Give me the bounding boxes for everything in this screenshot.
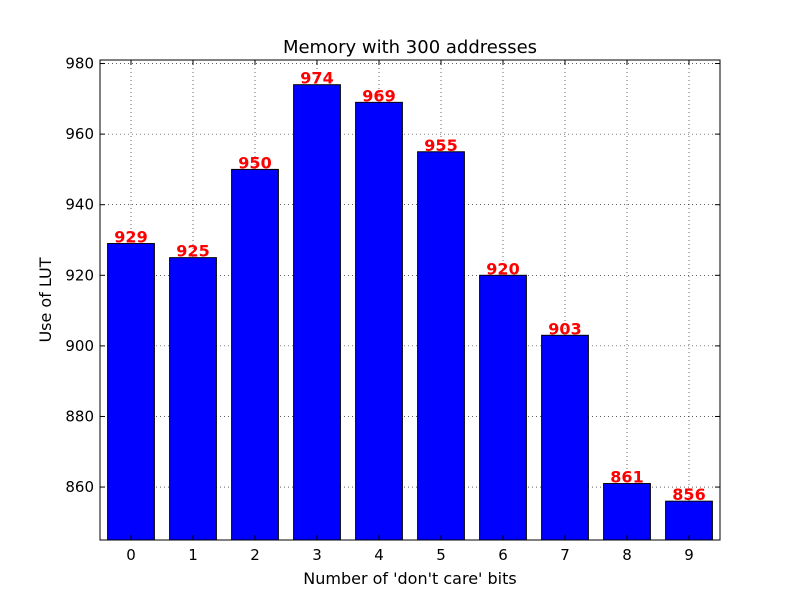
x-tick-label: 9 — [684, 546, 694, 564]
bar — [417, 151, 465, 541]
bar-value-label: 950 — [238, 153, 271, 172]
bars — [107, 84, 713, 541]
x-tick-label: 0 — [126, 546, 136, 564]
bar — [355, 101, 403, 541]
x-tick-label: 7 — [560, 546, 570, 564]
y-tick-label: 980 — [65, 55, 94, 73]
y-tick-label: 940 — [65, 196, 94, 214]
bar-value-label: 903 — [548, 319, 581, 338]
x-tick-label: 8 — [622, 546, 632, 564]
x-tick-label: 5 — [436, 546, 446, 564]
chart-title: Memory with 300 addresses — [283, 37, 537, 58]
bar-value-label: 861 — [610, 468, 643, 487]
bar-value-label: 969 — [362, 86, 395, 105]
y-tick-label: 920 — [65, 266, 94, 284]
bar — [665, 500, 713, 541]
x-tick-label: 4 — [374, 546, 384, 564]
bar-value-label: 955 — [424, 136, 457, 155]
bar-value-label: 856 — [672, 485, 705, 504]
y-tick-label: 860 — [65, 478, 94, 496]
bar — [169, 257, 217, 541]
bar-value-label: 929 — [114, 228, 147, 247]
bar-value-label: 974 — [300, 69, 333, 88]
bar — [107, 243, 155, 541]
bar-value-label: 925 — [176, 242, 209, 261]
data-labels: 929 925 950 974 969 955 920 903 861 856 — [114, 69, 705, 504]
bar — [231, 168, 279, 541]
axis-ticks: 860 880 900 920 940 960 980 0 1 2 3 4 5 6 7 8 9 — [65, 55, 720, 564]
x-tick-label: 6 — [498, 546, 508, 564]
bar-value-label: 920 — [486, 259, 519, 278]
y-tick-label: 880 — [65, 407, 94, 425]
plot-frame — [99, 59, 721, 541]
bar — [479, 274, 527, 541]
bar — [603, 483, 651, 541]
x-tick-label: 3 — [312, 546, 322, 564]
x-axis-label: Number of 'don't care' bits — [303, 569, 516, 588]
x-tick-label: 2 — [250, 546, 260, 564]
y-tick-label: 900 — [65, 337, 94, 355]
bar — [293, 84, 341, 541]
bar — [541, 334, 589, 541]
y-tick-label: 960 — [65, 125, 94, 143]
y-axis-label: Use of LUT — [36, 257, 55, 342]
x-tick-label: 1 — [188, 546, 198, 564]
